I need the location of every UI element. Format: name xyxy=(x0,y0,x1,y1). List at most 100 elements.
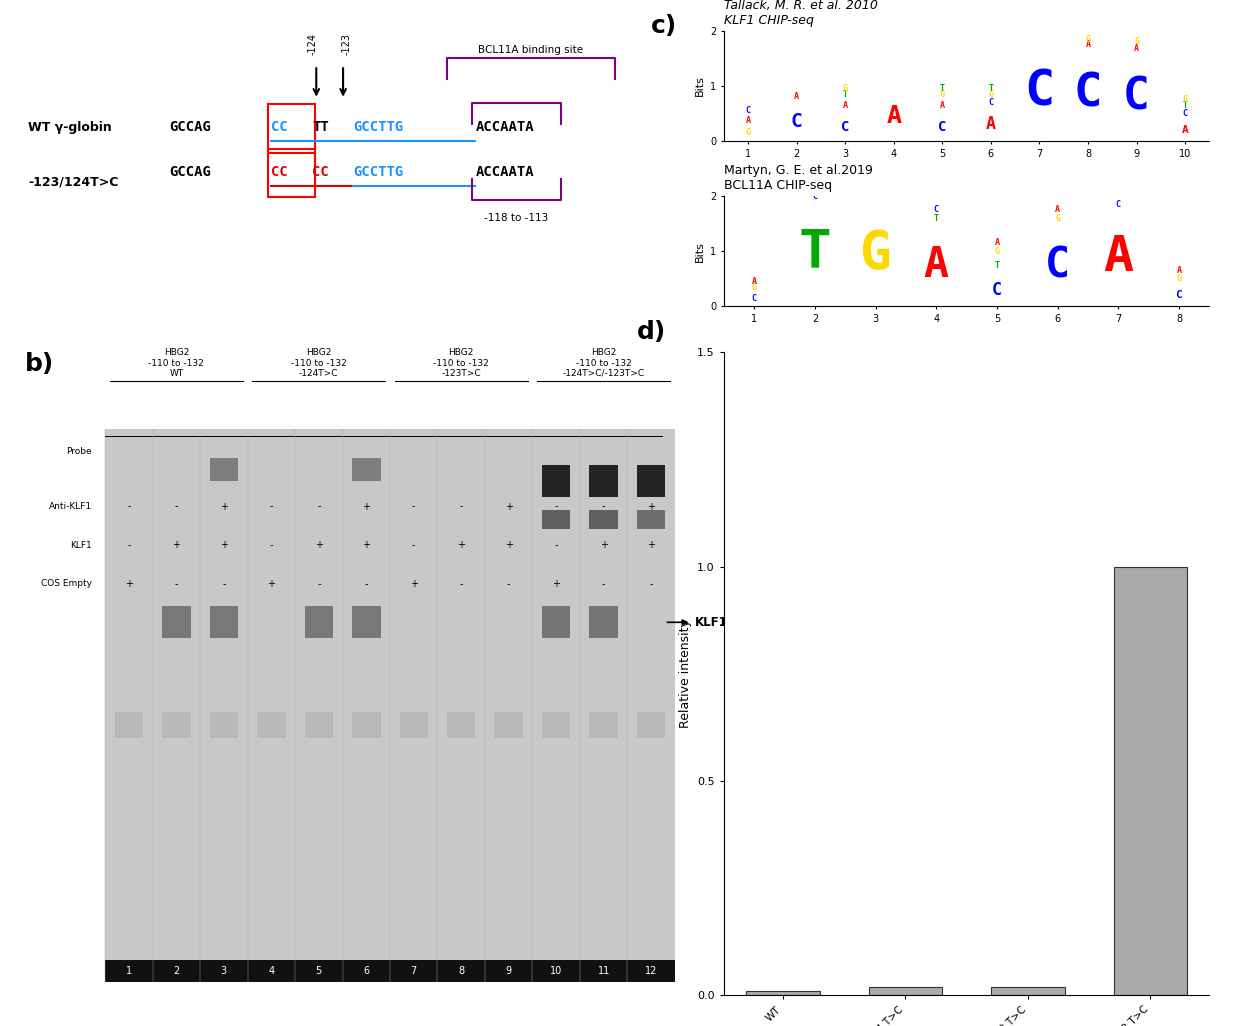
Text: G: G xyxy=(1055,213,1060,223)
Text: GCCTTG: GCCTTG xyxy=(353,120,404,134)
Text: C: C xyxy=(745,106,750,115)
Text: C: C xyxy=(1024,68,1055,115)
Text: T: T xyxy=(995,261,1000,270)
Text: A: A xyxy=(1055,205,1060,214)
Text: HBG2
-110 to -132
-123T>C: HBG2 -110 to -132 -123T>C xyxy=(433,348,489,378)
Bar xyxy=(400,712,428,738)
Text: ACCAATA: ACCAATA xyxy=(475,165,534,179)
Bar xyxy=(590,465,618,497)
Text: +: + xyxy=(600,540,607,550)
Bar xyxy=(542,510,570,529)
Text: -: - xyxy=(412,502,416,512)
Text: G: G xyxy=(843,84,848,93)
Text: -: - xyxy=(174,502,178,512)
Text: +: + xyxy=(220,502,228,512)
Bar xyxy=(991,987,1065,995)
Text: +: + xyxy=(505,540,512,550)
Text: C: C xyxy=(988,97,993,107)
Text: 5: 5 xyxy=(316,965,322,976)
Text: -: - xyxy=(459,579,463,589)
Text: HBG2
-110 to -132
-124T>C/-123T>C: HBG2 -110 to -132 -124T>C/-123T>C xyxy=(563,348,644,378)
Text: C: C xyxy=(1045,244,1070,286)
Bar xyxy=(637,510,665,529)
Text: A: A xyxy=(986,116,996,133)
Bar xyxy=(257,712,285,738)
Bar xyxy=(352,459,380,481)
Text: -: - xyxy=(174,579,178,589)
Text: 4: 4 xyxy=(268,965,274,976)
Text: -: - xyxy=(554,502,558,512)
Bar xyxy=(869,987,942,995)
Text: C: C xyxy=(1182,109,1187,118)
Bar xyxy=(105,960,675,982)
Text: C: C xyxy=(812,192,817,201)
Text: A: A xyxy=(940,101,945,110)
Text: C: C xyxy=(992,281,1002,299)
Text: -: - xyxy=(602,579,606,589)
Text: 12: 12 xyxy=(645,965,658,976)
Bar xyxy=(352,606,380,638)
Text: +: + xyxy=(125,579,133,589)
Bar xyxy=(210,712,238,738)
Text: -: - xyxy=(317,579,321,589)
Text: +: + xyxy=(268,579,275,589)
Text: T: T xyxy=(988,84,993,93)
Bar xyxy=(637,465,665,497)
Text: -: - xyxy=(269,540,273,550)
Bar xyxy=(542,712,570,738)
Text: c): c) xyxy=(652,14,677,38)
Bar xyxy=(590,510,618,529)
Text: -: - xyxy=(127,540,131,550)
Bar xyxy=(542,465,570,497)
Text: G: G xyxy=(1182,95,1187,105)
Bar xyxy=(542,606,570,638)
Bar xyxy=(210,606,238,638)
Text: C: C xyxy=(1116,200,1120,209)
Text: A: A xyxy=(752,277,756,286)
Text: -: - xyxy=(459,502,463,512)
Text: ACCAATA: ACCAATA xyxy=(475,120,534,134)
Text: C: C xyxy=(1074,72,1102,117)
Bar xyxy=(590,606,618,638)
Text: -: - xyxy=(364,579,368,589)
Text: A: A xyxy=(886,105,901,128)
Text: -123/124T>C: -123/124T>C xyxy=(28,175,118,189)
Text: -: - xyxy=(222,579,226,589)
Text: A: A xyxy=(1176,266,1181,275)
Text: -: - xyxy=(412,540,416,550)
Bar xyxy=(268,149,315,197)
Text: G: G xyxy=(752,282,756,291)
Text: +: + xyxy=(173,540,180,550)
Text: T: T xyxy=(1182,101,1187,110)
Y-axis label: Relative intensity: Relative intensity xyxy=(679,620,692,728)
Bar xyxy=(590,712,618,738)
Text: CC: CC xyxy=(271,120,288,134)
Bar xyxy=(115,712,143,738)
Text: COS Empty: COS Empty xyxy=(41,580,91,588)
Text: C: C xyxy=(842,120,849,134)
Text: +: + xyxy=(505,502,512,512)
Text: 3: 3 xyxy=(221,965,227,976)
Text: d): d) xyxy=(637,320,666,344)
Text: 7: 7 xyxy=(411,965,417,976)
Bar xyxy=(747,991,819,995)
Bar xyxy=(210,459,238,481)
Text: G: G xyxy=(1176,274,1181,283)
Text: -: - xyxy=(507,579,511,589)
Text: -123: -123 xyxy=(342,33,352,54)
Y-axis label: Bits: Bits xyxy=(695,76,705,96)
Bar xyxy=(105,430,675,982)
Text: A: A xyxy=(795,92,800,102)
Text: G: G xyxy=(1134,37,1139,46)
Text: G: G xyxy=(988,89,993,98)
Text: C: C xyxy=(791,112,802,131)
Bar xyxy=(162,712,190,738)
Text: Anti-KLF1: Anti-KLF1 xyxy=(48,502,91,511)
Text: +: + xyxy=(647,502,655,512)
Bar xyxy=(1114,566,1187,995)
Text: G: G xyxy=(995,246,1000,255)
Text: A: A xyxy=(745,116,750,125)
Text: A: A xyxy=(924,244,949,286)
Text: T: T xyxy=(843,89,848,98)
Text: 6: 6 xyxy=(363,965,369,976)
